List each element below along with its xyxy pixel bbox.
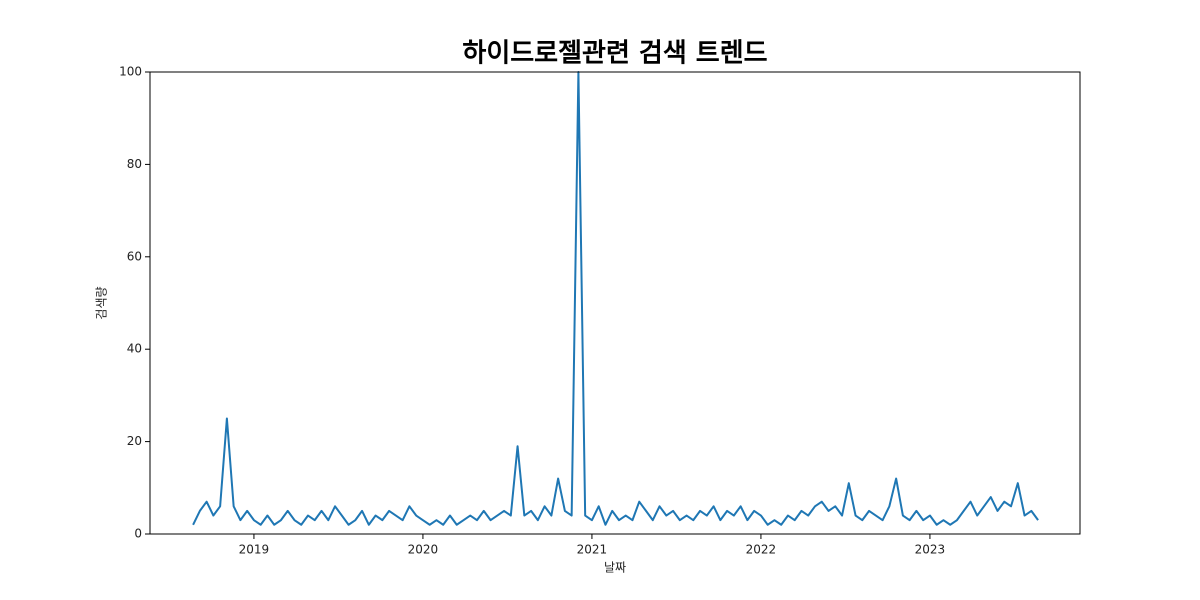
line-series	[192, 71, 1039, 526]
chart-title: 하이드로젤관련 검색 트렌드	[462, 39, 767, 69]
y-tick-label: 100	[119, 65, 142, 79]
y-tick-label: 20	[127, 434, 142, 448]
y-tick-label: 60	[127, 249, 142, 263]
x-tick-label: 2021	[577, 543, 608, 557]
plot-frame	[149, 71, 1081, 535]
x-tick-label: 2020	[408, 543, 439, 557]
x-axis-label: 날짜	[604, 561, 626, 575]
y-tick-label: 0	[134, 527, 142, 541]
x-tick-label: 2019	[239, 543, 270, 557]
x-tick-label: 2022	[746, 543, 777, 557]
y-tick-label: 40	[127, 342, 142, 356]
y-axis-label: 검색량	[95, 286, 109, 319]
x-tick-label: 2023	[915, 543, 946, 557]
y-tick-label: 80	[127, 157, 142, 171]
